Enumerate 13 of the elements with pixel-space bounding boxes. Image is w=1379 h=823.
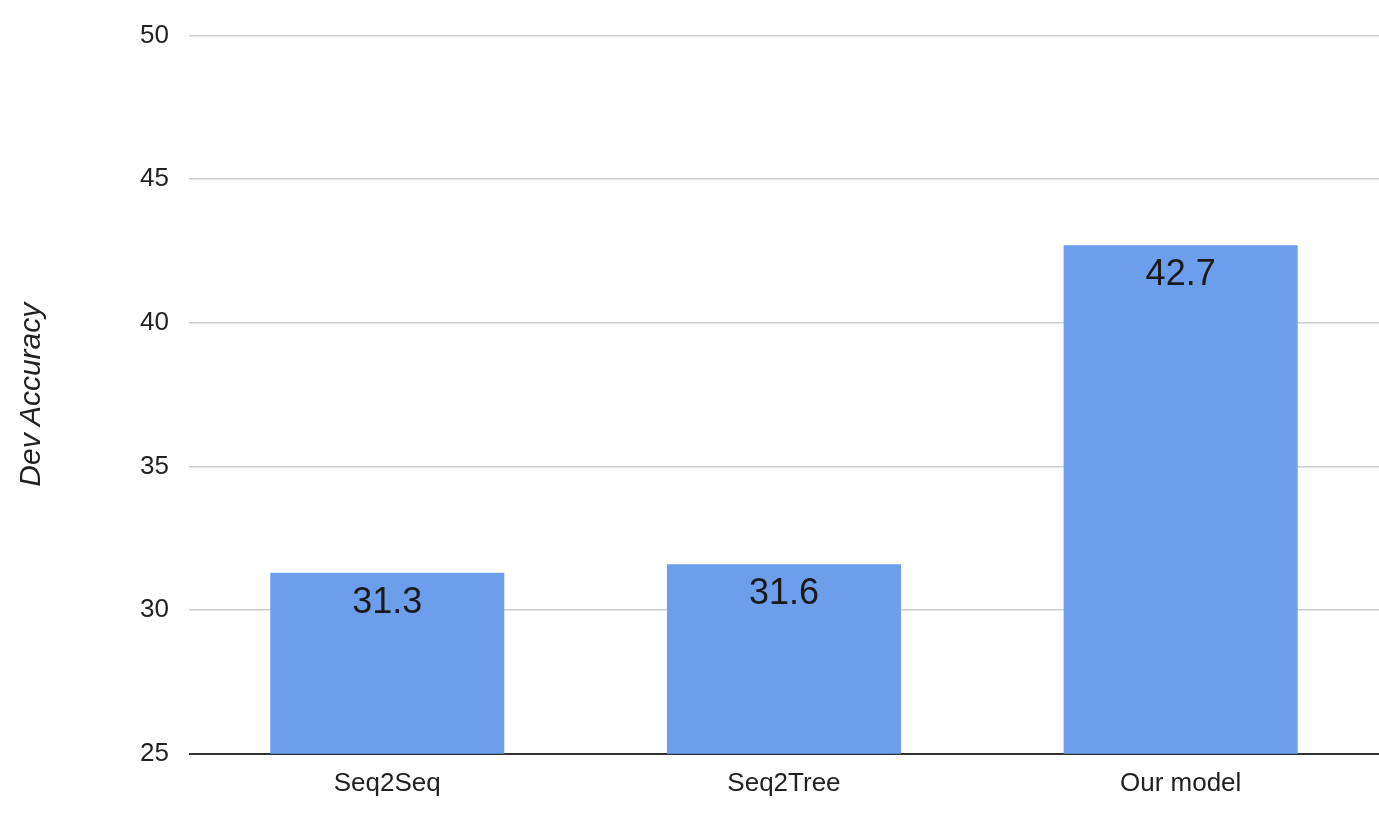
x-tick-label: Seq2Tree [727, 766, 841, 797]
x-tick-label: Our model [1119, 766, 1242, 797]
y-tick-label: 35 [140, 449, 169, 480]
y-axis-title: Dev Accuracy [13, 300, 47, 487]
y-tick-label: 40 [140, 306, 169, 337]
x-tick-label: Seq2Seq [333, 766, 441, 797]
y-tick-label: 30 [140, 593, 169, 624]
y-tick-label: 45 [140, 162, 169, 193]
y-tick-label: 50 [140, 18, 169, 49]
data-label: 42.7 [1145, 252, 1216, 294]
y-tick-label: 25 [140, 736, 169, 767]
data-label: 31.6 [748, 571, 819, 613]
data-label: 31.3 [352, 579, 423, 621]
